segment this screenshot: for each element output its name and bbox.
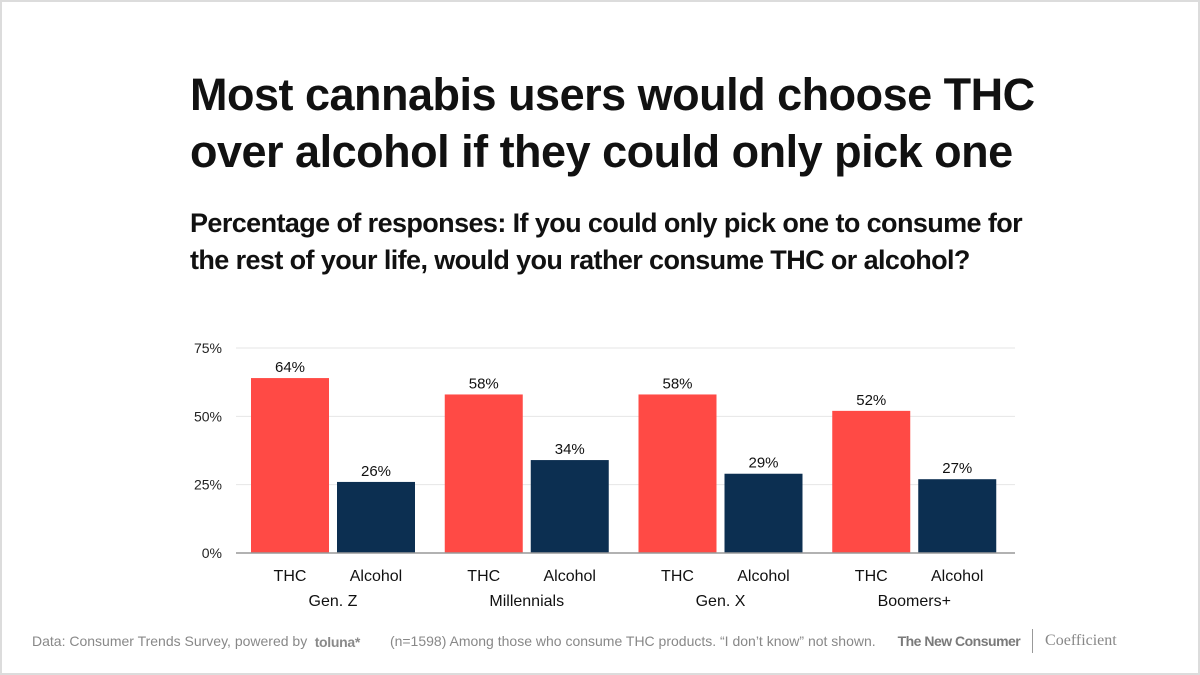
bar-alcohol-millennials: [530, 460, 609, 553]
category-label: Gen. Z: [309, 593, 358, 610]
bars: [251, 378, 997, 553]
bar-thc-millennials: [444, 394, 523, 553]
chart-title: Most cannabis users would choose THC ove…: [190, 69, 1035, 177]
y-tick-label: 0%: [202, 545, 222, 561]
toluna-logo: toluna*: [311, 632, 361, 650]
series-label: THC: [855, 568, 888, 585]
y-axis-ticks: 0% 25% 50% 75%: [194, 340, 222, 561]
data-label: 52%: [856, 392, 886, 409]
bar-alcohol-gen-x: [724, 473, 803, 553]
series-label: Alcohol: [737, 568, 789, 585]
series-label: THC: [467, 568, 500, 585]
bar-thc-gen-z: [251, 378, 329, 553]
data-label: 27%: [942, 460, 972, 477]
data-label: 26%: [361, 463, 391, 480]
new-consumer-logo: The New Consumer: [897, 633, 1021, 649]
data-label: 64%: [275, 359, 305, 376]
data-label: 34%: [555, 441, 585, 458]
bar-thc-boomers: [832, 410, 911, 553]
category-label: Gen. X: [696, 593, 746, 610]
series-label: Alcohol: [350, 568, 402, 585]
y-tick-label: 25%: [194, 477, 222, 493]
y-tick-label: 75%: [194, 340, 222, 356]
series-label: Alcohol: [544, 568, 596, 585]
series-label: THC: [661, 568, 694, 585]
category-label: Boomers+: [878, 593, 951, 610]
toluna-star-icon: *: [354, 633, 361, 650]
bar-alcohol-gen-z: [337, 481, 415, 553]
series-label: Alcohol: [931, 568, 983, 585]
toluna-logo-text: toluna: [314, 633, 356, 650]
coefficient-logo: Coefficient: [1045, 632, 1117, 649]
source-text: Data: Consumer Trends Survey, powered by: [32, 633, 308, 649]
logo-divider: [1032, 629, 1034, 653]
sample-note: (n=1598) Among those who consume THC pro…: [389, 633, 876, 649]
category-label: Millennials: [489, 593, 564, 610]
footer: Data: Consumer Trends Survey, powered by…: [32, 629, 1117, 653]
data-label: 29%: [748, 455, 778, 472]
data-label: 58%: [662, 375, 692, 392]
data-labels: 64% 26% 58% 34% 58% 29% 52% 27%: [275, 359, 972, 480]
data-label: 58%: [469, 375, 499, 392]
series-label: THC: [274, 568, 307, 585]
chart-subtitle: Percentage of responses: If you could on…: [190, 208, 1023, 275]
bar-thc-gen-x: [638, 394, 717, 553]
y-tick-label: 50%: [194, 408, 222, 424]
bar-alcohol-boomers: [918, 479, 997, 553]
